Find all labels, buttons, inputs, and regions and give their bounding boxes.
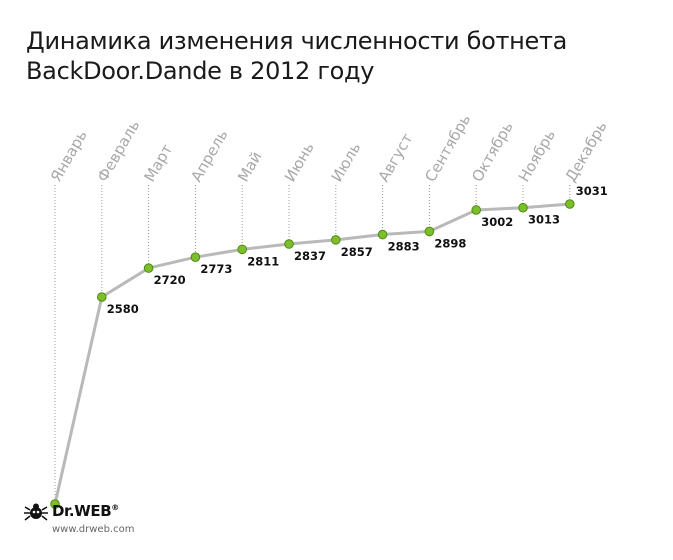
- data-point: [143, 263, 154, 273]
- series-line: [53, 202, 570, 505]
- series-line-layer: [53, 202, 570, 505]
- chart-title-line1: Динамика изменения численности ботнета: [26, 27, 568, 55]
- data-point: [237, 244, 247, 255]
- data-point: [377, 229, 388, 240]
- value-label: 2898: [434, 236, 466, 250]
- value-label: 2837: [294, 249, 326, 263]
- data-point: [424, 226, 435, 237]
- logo-reg-mark: ®: [111, 503, 119, 512]
- month-label: Январь: [47, 127, 91, 185]
- data-point: [331, 235, 341, 245]
- data-point: [518, 202, 528, 213]
- logo-wordmark: Dr.WEB®: [52, 502, 119, 520]
- value-label: 3002: [481, 215, 513, 229]
- data-point: [284, 239, 294, 249]
- chart-title-line2: BackDoor.Dande в 2012 году: [26, 57, 375, 85]
- grid-lines: [54, 185, 571, 504]
- month-label: Март: [140, 141, 176, 185]
- month-label: Апрель: [187, 126, 231, 185]
- data-point: [190, 252, 201, 263]
- value-label: 2811: [247, 254, 279, 268]
- value-label: 2883: [388, 240, 420, 254]
- value-label: 3031: [576, 184, 608, 198]
- month-label: Ноябрь: [515, 127, 559, 185]
- data-point: [50, 499, 60, 509]
- month-label: Май: [234, 148, 266, 185]
- value-label: 2857: [341, 245, 373, 259]
- data-points: [50, 199, 575, 509]
- data-point: [471, 205, 482, 215]
- value-label: 2580: [107, 302, 139, 316]
- value-labels: 2580 2720 2773 2811 2837 2857 2883 2898 3002 3013…: [107, 184, 608, 316]
- month-label: Июнь: [281, 139, 318, 185]
- data-point: [97, 292, 107, 302]
- spider-icon: [24, 503, 48, 521]
- logo-word: Dr.WEB: [52, 502, 112, 520]
- drweb-logo: Dr.WEB® www.drweb.com: [24, 502, 174, 542]
- data-point: [565, 199, 575, 209]
- month-label: Декабрь: [562, 118, 611, 185]
- value-label: 2773: [200, 262, 232, 276]
- month-label: Февраль: [94, 117, 144, 185]
- month-label: Июль: [328, 139, 365, 185]
- value-label: 2720: [154, 273, 186, 287]
- month-label: Август: [374, 130, 416, 185]
- month-label: Сентябрь: [421, 111, 474, 185]
- month-label: Октябрь: [468, 119, 517, 185]
- value-label: 3013: [528, 213, 560, 227]
- chart-title: Динамика изменения численности ботнета B…: [26, 26, 646, 86]
- logo-url: www.drweb.com: [52, 524, 135, 535]
